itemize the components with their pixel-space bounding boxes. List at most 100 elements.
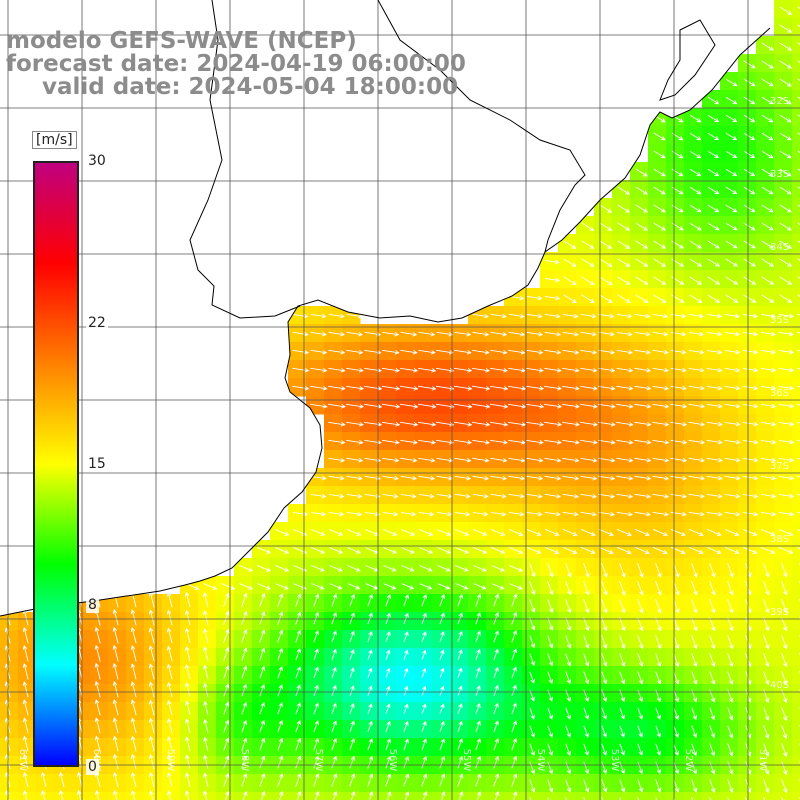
wind-arrow — [437, 583, 451, 590]
wind-arrow — [241, 629, 248, 643]
wind-arrow — [779, 204, 792, 213]
wind-arrow — [493, 684, 499, 697]
wind-arrow — [691, 580, 698, 596]
wind-arrow — [400, 331, 418, 337]
wind-arrow — [457, 738, 463, 751]
wind-arrow — [383, 547, 397, 554]
wind-arrow — [471, 385, 491, 391]
wind-arrow — [562, 493, 580, 499]
wind-arrow — [670, 511, 687, 517]
wind-arrow — [329, 546, 344, 554]
wind-arrow — [347, 528, 362, 536]
wind-arrow — [601, 580, 608, 596]
wind-arrow — [76, 771, 83, 788]
wind-cell — [792, 108, 800, 127]
wind-arrow — [130, 663, 137, 680]
wind-cell — [18, 792, 37, 800]
wind-cell — [792, 234, 800, 253]
wind-arrow — [259, 665, 266, 679]
wind-arrow — [112, 608, 119, 626]
wind-cell — [594, 792, 613, 800]
wind-arrow — [347, 565, 361, 572]
wind-cell — [792, 702, 800, 721]
wind-arrow — [781, 743, 788, 758]
wind-arrow — [707, 240, 720, 249]
wind-cell — [504, 792, 523, 800]
wind-arrow — [706, 511, 723, 517]
wind-arrow — [688, 528, 704, 537]
wind-arrow — [743, 204, 756, 213]
wind-cell — [468, 792, 487, 800]
wind-arrow — [743, 240, 756, 249]
wind-arrow — [761, 150, 774, 159]
wind-arrow — [167, 754, 173, 770]
wind-arrow — [763, 581, 770, 596]
wind-cell — [792, 450, 800, 469]
wind-arrow — [544, 259, 561, 265]
wind-arrow — [493, 755, 500, 769]
wind-arrow — [349, 773, 356, 787]
wind-arrow — [707, 186, 720, 195]
wind-arrow — [778, 367, 795, 373]
wind-arrow — [655, 580, 662, 596]
wind-arrow — [40, 771, 47, 788]
wind-arrow — [259, 611, 266, 625]
wind-arrow — [295, 629, 302, 643]
wind-arrow — [634, 528, 650, 537]
wind-arrow — [781, 671, 788, 686]
wind-arrow — [583, 635, 590, 649]
wind-arrow — [634, 493, 652, 499]
wind-cell — [234, 792, 253, 800]
wind-arrow — [547, 635, 554, 649]
wind-arrow — [368, 791, 374, 800]
wind-arrow — [167, 790, 172, 800]
wind-arrow — [707, 150, 720, 158]
wind-cell — [792, 252, 800, 271]
wind-arrow — [760, 475, 777, 481]
wind-arrow — [760, 439, 777, 445]
wind-arrow — [598, 493, 616, 499]
wind-arrow — [688, 313, 705, 319]
wind-arrow — [727, 761, 734, 775]
wind-arrow — [403, 631, 409, 642]
wind-arrow — [472, 367, 491, 373]
wind-arrow — [725, 78, 738, 87]
wind-arrow — [743, 168, 756, 177]
wind-arrow — [491, 583, 505, 590]
wind-arrow — [547, 725, 553, 738]
wind-arrow — [493, 611, 500, 625]
wind-arrow — [601, 635, 608, 650]
coastline-path — [0, 27, 771, 617]
wind-arrow — [349, 649, 355, 660]
wind-arrow — [634, 403, 652, 409]
wind-arrow — [310, 331, 327, 337]
wind-arrow — [490, 313, 507, 319]
wind-cell — [486, 792, 505, 800]
wind-arrow — [778, 457, 795, 463]
wind-arrow — [313, 755, 320, 769]
wind-arrow — [742, 367, 759, 373]
wind-arrow — [439, 593, 446, 607]
wind-arrow — [313, 737, 320, 751]
wind-arrow — [526, 511, 543, 517]
wind-arrow — [565, 671, 572, 685]
wind-arrow — [148, 772, 155, 788]
wind-arrow — [328, 421, 346, 427]
wind-arrow — [547, 581, 554, 596]
wind-cell — [792, 396, 800, 415]
wind-arrow — [241, 719, 248, 733]
wind-arrow — [422, 791, 428, 800]
wind-arrow — [691, 725, 698, 738]
wind-arrow — [616, 457, 634, 463]
wind-arrow — [508, 385, 527, 391]
wind-arrow — [436, 349, 454, 355]
wind-arrow — [457, 773, 464, 787]
wind-arrow — [655, 671, 662, 685]
wind-arrow — [526, 313, 543, 319]
wind-arrow — [490, 421, 509, 427]
wind-arrow — [241, 647, 248, 661]
wind-cell — [108, 792, 127, 800]
wind-arrow — [277, 593, 284, 607]
lat-label: 39S — [770, 607, 789, 618]
wind-arrow — [439, 685, 445, 696]
